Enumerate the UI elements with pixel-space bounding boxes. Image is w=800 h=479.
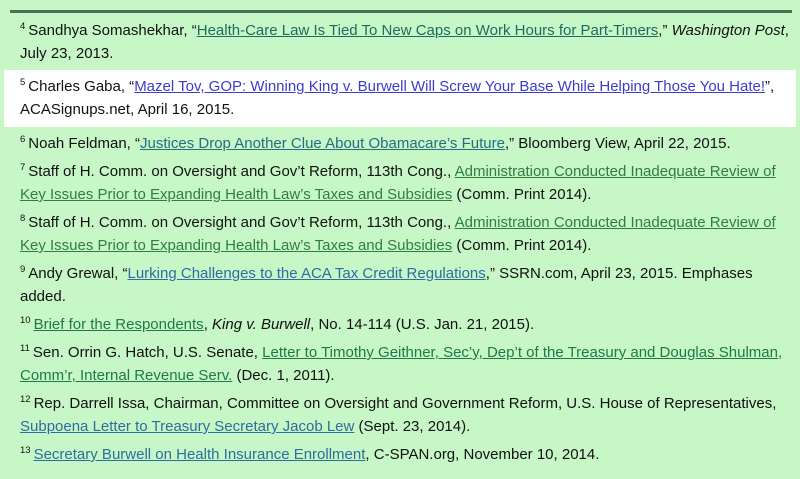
footnote-text: Charles Gaba, “ <box>28 78 135 95</box>
footnote-link[interactable]: Brief for the Respondents <box>33 316 204 333</box>
footnote-number: 9 <box>20 264 26 275</box>
footnote-text: ,” <box>658 22 672 39</box>
footnote-number: 10 <box>20 315 31 326</box>
footnote-number: 11 <box>20 343 30 354</box>
footnote-4: 4 Sandhya Somashekhar, “Health-Care Law I… <box>20 19 794 65</box>
footnote-number: 8 <box>20 213 26 224</box>
footnote-text: , No. 14-114 (U.S. Jan. 21, 2015). <box>310 316 535 333</box>
footnote-11: 11 Sen. Orrin G. Hatch, U.S. Senate, Lett… <box>20 341 794 387</box>
footnote-text: Rep. Darrell Issa, Chairman, Committee o… <box>33 395 777 412</box>
footnote-list: 4 Sandhya Somashekhar, “Health-Care Law I… <box>0 19 800 466</box>
footnote-8: 8 Staff of H. Comm. on Oversight and Gov’… <box>20 211 794 257</box>
footnote-text: Noah Feldman, “ <box>28 135 141 152</box>
footnote-text: Staff of H. Comm. on Oversight and Gov’t… <box>28 163 455 180</box>
footnote-link[interactable]: Administration Conducted Inadequate Revi… <box>20 163 776 203</box>
footnote-text: Sen. Orrin G. Hatch, U.S. Senate, <box>32 344 263 361</box>
source-name: Washington Post <box>671 22 785 39</box>
footnote-text: (Sept. 23, 2014). <box>354 418 471 435</box>
footnote-number: 13 <box>20 445 31 456</box>
footnote-number: 4 <box>20 21 26 32</box>
footnote-text: ,” SSRN.com, April 23, 2015. Emphases ad… <box>20 265 753 305</box>
footnote-link[interactable]: Mazel Tov, GOP: Winning King v. Burwell … <box>134 78 766 95</box>
source-name: King v. Burwell <box>212 316 311 333</box>
footnote-text: Andy Grewal, “ <box>28 265 128 282</box>
footnote-text: , C-SPAN.org, November 10, 2014. <box>365 446 600 463</box>
footnote-link[interactable]: Administration Conducted Inadequate Revi… <box>20 214 776 254</box>
footnote-number: 12 <box>20 394 31 405</box>
footnote-text: Staff of H. Comm. on Oversight and Gov’t… <box>28 214 455 231</box>
footnote-9: 9 Andy Grewal, “Lurking Challenges to the… <box>20 262 794 308</box>
footnote-link[interactable]: Letter to Timothy Geithner, Sec’y, Dep’t… <box>20 344 783 384</box>
footnote-text: , <box>203 316 213 333</box>
footnote-link[interactable]: Lurking Challenges to the ACA Tax Credit… <box>127 265 486 282</box>
footnote-text: (Dec. 1, 2011). <box>232 367 335 384</box>
footnote-link[interactable]: Health-Care Law Is Tied To New Caps on W… <box>196 22 659 39</box>
footnote-text: , July 23, 2013. <box>20 22 789 62</box>
footnote-13: 13 Secretary Burwell on Health Insurance … <box>20 443 794 466</box>
footnote-number: 7 <box>20 162 26 173</box>
top-divider <box>10 10 792 13</box>
footnote-number: 6 <box>20 134 26 145</box>
footnote-link[interactable]: Justices Drop Another Clue About Obamaca… <box>140 135 505 152</box>
footnote-text: (Comm. Print 2014). <box>452 186 592 203</box>
footnote-5: 5 Charles Gaba, “Mazel Tov, GOP: Winning … <box>4 70 796 127</box>
footnote-6: 6 Noah Feldman, “Justices Drop Another Cl… <box>20 132 794 155</box>
footnote-text: Sandhya Somashekhar, “ <box>28 22 197 39</box>
document-page: 4 Sandhya Somashekhar, “Health-Care Law I… <box>0 10 800 479</box>
footnote-10: 10 Brief for the Respondents, King v. Bur… <box>20 313 794 336</box>
footnote-number: 5 <box>20 77 26 88</box>
footnote-text: (Comm. Print 2014). <box>452 237 592 254</box>
footnote-text: ,” Bloomberg View, April 22, 2015. <box>504 135 731 152</box>
footnote-12: 12 Rep. Darrell Issa, Chairman, Committee… <box>20 392 794 438</box>
footnote-text: ”, ACASignups.net, April 16, 2015. <box>20 78 775 118</box>
footnote-link[interactable]: Subpoena Letter to Treasury Secretary Ja… <box>20 418 355 435</box>
footnote-7: 7 Staff of H. Comm. on Oversight and Gov’… <box>20 160 794 206</box>
footnote-link[interactable]: Secretary Burwell on Health Insurance En… <box>33 446 366 463</box>
